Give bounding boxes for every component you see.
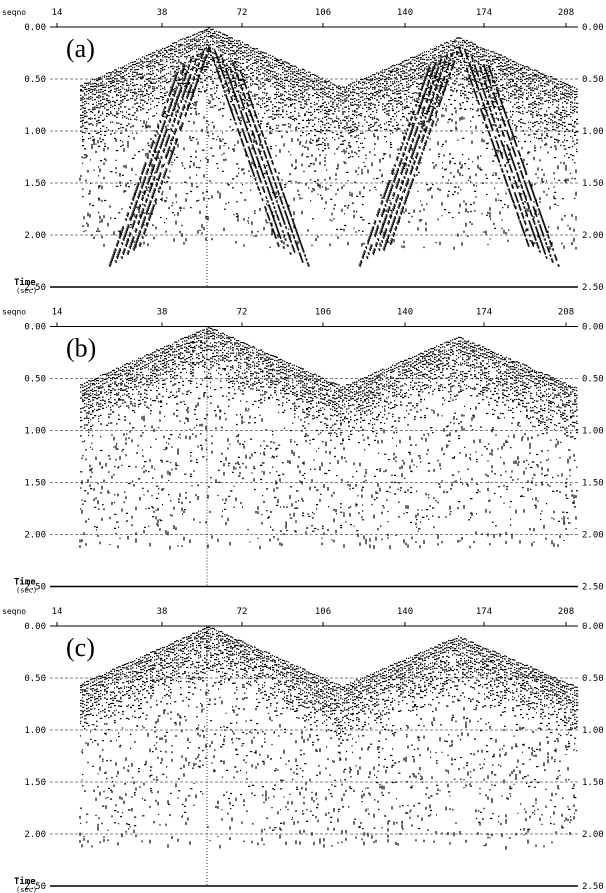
y-axis-unit: (sec) — [16, 587, 37, 595]
x-tick-label: 38 — [157, 308, 168, 318]
x-tick-label: 140 — [397, 308, 413, 318]
x-tick-label: 140 — [397, 8, 413, 18]
x-tick-label: 208 — [558, 607, 574, 617]
panel: seqno 14 38 72 106 140 174 208 0.00 0.00 0.50 0.50 1… — [2, 8, 604, 295]
y-tick-label-right: 1.50 — [582, 479, 604, 489]
y-axis-label: Time — [14, 577, 36, 588]
y-tick-label: 1.50 — [24, 179, 46, 189]
panel-label: (c) — [66, 633, 95, 662]
x-tick-label: 72 — [237, 607, 248, 617]
panel-label: (b) — [66, 334, 96, 363]
x-tick-label: 106 — [315, 8, 331, 18]
seismic-traces — [79, 327, 579, 550]
x-tick-label: 106 — [315, 308, 331, 318]
x-axis-label: seqno — [2, 607, 26, 616]
y-tick-label-right: 1.50 — [582, 179, 604, 189]
y-tick-label: 1.00 — [24, 427, 46, 437]
y-tick-label: 0.00 — [24, 622, 46, 632]
x-tick-label: 14 — [52, 8, 63, 18]
x-tick-label: 72 — [237, 308, 248, 318]
x-axis-label: seqno — [2, 8, 26, 17]
y-tick-label-right: 2.50 — [582, 283, 604, 293]
y-tick-label: 1.00 — [24, 127, 46, 137]
y-tick-label-right: 1.00 — [582, 127, 604, 137]
y-tick-label: 1.50 — [24, 479, 46, 489]
y-axis-unit: (sec) — [16, 886, 37, 893]
y-tick-label: 0.50 — [24, 674, 46, 684]
y-tick-label-right: 2.00 — [582, 231, 604, 241]
seismic-traces — [79, 626, 579, 850]
y-tick-label-right: 2.00 — [582, 531, 604, 541]
y-tick-label-right: 2.50 — [582, 882, 604, 892]
y-axis-unit: (sec) — [16, 287, 37, 295]
y-tick-label: 1.50 — [24, 778, 46, 788]
y-tick-label-right: 1.00 — [582, 726, 604, 736]
x-tick-label: 174 — [476, 607, 492, 617]
x-tick-label: 14 — [52, 607, 63, 617]
y-tick-label: 2.00 — [24, 830, 46, 840]
y-tick-label-right: 0.00 — [582, 323, 604, 333]
x-tick-label: 140 — [397, 607, 413, 617]
x-tick-label: 38 — [157, 607, 168, 617]
y-tick-label: 0.50 — [24, 375, 46, 385]
x-tick-label: 174 — [476, 308, 492, 318]
y-tick-label: 2.50 — [24, 283, 46, 293]
y-tick-label: 0.50 — [24, 75, 46, 85]
y-tick-label-right: 2.00 — [582, 830, 604, 840]
y-tick-label-right: 2.50 — [582, 583, 604, 593]
seismic-traces — [79, 27, 579, 267]
x-tick-label: 72 — [237, 8, 248, 18]
y-tick-label-right: 0.00 — [582, 23, 604, 33]
y-axis-label: Time — [14, 277, 36, 288]
x-tick-label: 174 — [476, 8, 492, 18]
y-tick-label: 0.00 — [24, 23, 46, 33]
x-tick-label: 14 — [52, 308, 63, 318]
y-tick-label-right: 0.00 — [582, 622, 604, 632]
y-tick-label: 2.50 — [24, 882, 46, 892]
x-tick-label: 38 — [157, 8, 168, 18]
panel: seqno 14 38 72 106 140 174 208 0.00 0.00 0.50 0.50 1… — [2, 308, 604, 595]
panel: seqno 14 38 72 106 140 174 208 0.00 0.00 0.50 0.50 1… — [2, 607, 604, 893]
y-tick-label: 0.00 — [24, 323, 46, 333]
y-tick-label: 2.50 — [24, 583, 46, 593]
y-tick-label-right: 1.50 — [582, 778, 604, 788]
y-tick-label-right: 1.00 — [582, 427, 604, 437]
panel-label: (a) — [66, 34, 95, 63]
y-tick-label-right: 0.50 — [582, 75, 604, 85]
x-tick-label: 208 — [558, 308, 574, 318]
y-tick-label: 2.00 — [24, 531, 46, 541]
x-axis-label: seqno — [2, 308, 26, 317]
y-tick-label-right: 0.50 — [582, 674, 604, 684]
x-tick-label: 106 — [315, 607, 331, 617]
y-axis-label: Time — [14, 876, 36, 887]
y-tick-label: 1.00 — [24, 726, 46, 736]
y-tick-label: 2.00 — [24, 231, 46, 241]
x-tick-label: 208 — [558, 8, 574, 18]
y-tick-label-right: 0.50 — [582, 375, 604, 385]
